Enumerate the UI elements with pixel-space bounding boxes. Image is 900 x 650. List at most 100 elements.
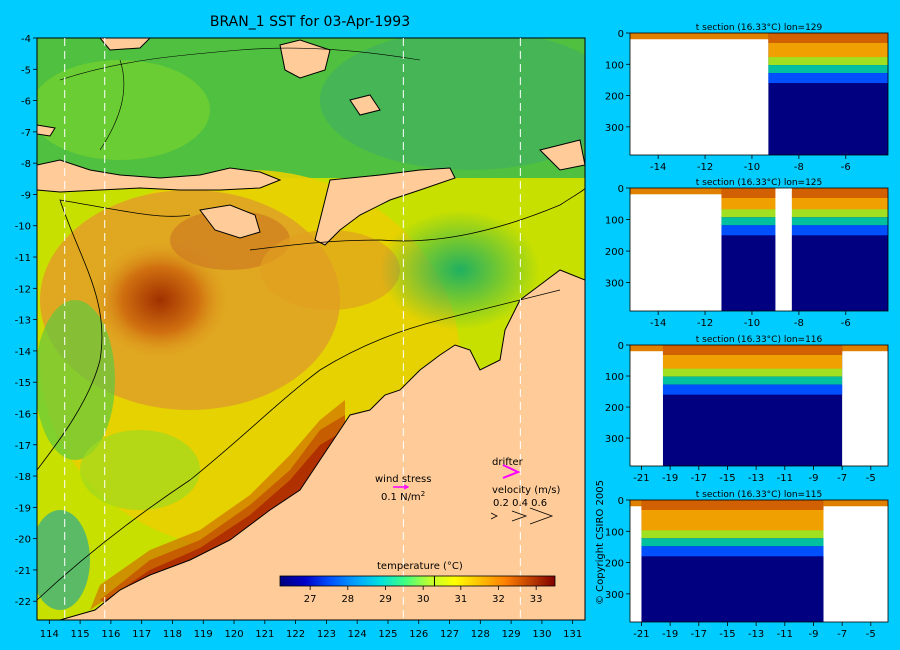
section-x-tick-label: -13 (748, 629, 764, 640)
section-thermocline-mid (662, 376, 843, 385)
velocity-arrow-medium-icon (511, 510, 528, 522)
section-thermocline-mid (641, 538, 824, 547)
map-x-tick-label: 121 (255, 629, 274, 640)
map-y-tick-label: -16 (15, 409, 31, 420)
section-surface-layer (630, 188, 888, 195)
colorbar-tick-label: 27 (304, 594, 317, 605)
colorbar-label: temperature (°C) (377, 561, 463, 572)
depth-section-1: t section (16.33°C) lon=129 -14 -12 -10 -8 -6… (605, 23, 889, 173)
map-x-tick-label: 128 (471, 629, 490, 640)
wind-arrowhead-icon (403, 484, 410, 490)
velocity-label: velocity (m/s) (492, 485, 560, 496)
section-thermocline-lower (662, 384, 843, 395)
section-thermocline-upper (721, 209, 888, 218)
section-x-tick-label: -5 (866, 629, 876, 640)
section-x-tick-label: -7 (837, 629, 847, 640)
section-title: t section (16.33°C) lon=115 (696, 490, 823, 500)
section-x-tick-label: -12 (697, 318, 713, 329)
section-x-tick-label: -13 (748, 473, 764, 484)
section-land (630, 188, 888, 311)
map-x-tick-label: 131 (563, 629, 582, 640)
section-deep-water (641, 500, 824, 622)
section-x-tick-label: -10 (744, 318, 760, 329)
wind-scale-label: 0.1 N/m2 (381, 490, 425, 503)
section-y-tick-label: 300 (605, 434, 624, 445)
section-land (630, 345, 888, 466)
section-warm-layer (641, 500, 824, 533)
section-x-tick-label: -9 (808, 629, 818, 640)
section-y-tick-label: 200 (605, 92, 624, 103)
section-x-tick-label: -9 (808, 473, 818, 484)
section-thermocline-mid (768, 65, 888, 74)
section-gap (775, 188, 792, 311)
section-y-tick-label: 300 (605, 590, 624, 601)
map-y-tick-label: -20 (15, 535, 31, 546)
colorbar-tick-label: 28 (341, 594, 354, 605)
section-x-tick-label: -19 (662, 629, 678, 640)
section-x-tick-label: -6 (841, 162, 851, 173)
section-x-tick-label: -15 (719, 473, 735, 484)
map-x-tick-label: 116 (101, 629, 120, 640)
map-y-tick-label: -14 (15, 347, 31, 358)
section-y-tick-label: 0 (618, 496, 624, 507)
section-x-tick-label: -6 (841, 318, 851, 329)
section-x-tick-label: -7 (837, 473, 847, 484)
colorbar-tick-label: 29 (379, 594, 392, 605)
map-y-tick-label: -19 (15, 503, 31, 514)
map-y-tick-label: -22 (15, 597, 31, 608)
map-y-tick-label: -7 (21, 128, 31, 139)
section-y-tick-label: 100 (605, 372, 624, 383)
velocity-arrow-small-icon (490, 512, 498, 520)
section-x-tick-label: -21 (633, 473, 649, 484)
section-x-tick-label: -14 (650, 162, 666, 173)
drifter-icon (502, 464, 521, 479)
section-thermocline-upper (768, 57, 888, 66)
section-x-tick-label: -8 (794, 318, 804, 329)
map-y-axis: -4 -5 -6 -7 -8 -9 -10 -11 -12 -13 -14 -15 -16 -17 -18 -… (15, 34, 37, 608)
section-y-tick-label: 200 (605, 559, 624, 570)
section-warm-layer (662, 345, 843, 371)
map-x-tick-label: 117 (132, 629, 151, 640)
section-title: t section (16.33°C) lon=129 (696, 23, 823, 33)
section-thermocline-mid (721, 217, 888, 226)
section-thermocline-upper (662, 368, 843, 377)
depth-section-2: t section (16.33°C) lon=125 -14 -12 -10 -8 -6… (605, 178, 889, 329)
map-y-tick-label: -13 (15, 316, 31, 327)
map-y-tick-label: -8 (21, 159, 31, 170)
section-lines (64, 38, 521, 620)
section-warm-layer (721, 188, 888, 212)
map-y-tick-label: -11 (15, 253, 31, 264)
section-warm-layer (768, 33, 888, 60)
section-y-tick-label: 0 (618, 29, 624, 40)
map-y-tick-label: -4 (21, 34, 31, 45)
section-x-tick-label: -11 (777, 629, 793, 640)
section-x-tick-label: -10 (744, 162, 760, 173)
map-y-tick-label: -21 (15, 566, 31, 577)
section-x-tick-label: -15 (719, 629, 735, 640)
map-x-tick-label: 119 (194, 629, 213, 640)
colorbar-tick-label: 32 (492, 594, 505, 605)
section-x-tick-label: -17 (691, 473, 707, 484)
section-surface-hot (662, 345, 843, 355)
depth-section-3: t section (16.33°C) lon=116 -21 -19 -17 -15 -… (605, 335, 889, 484)
section-y-tick-label: 0 (618, 184, 624, 195)
section-x-tick-label: -8 (794, 162, 804, 173)
section-y-tick-label: 100 (605, 216, 624, 227)
map-legend: wind stress 0.1 N/m2 drifter velocity (m… (375, 457, 560, 525)
section-surface-hot (641, 500, 824, 510)
map-x-tick-label: 118 (163, 629, 182, 640)
section-land (630, 33, 888, 155)
map-x-tick-label: 114 (40, 629, 59, 640)
map-x-tick-label: 115 (71, 629, 90, 640)
map-y-tick-label: -17 (15, 441, 31, 452)
section-deep-water (662, 345, 843, 466)
depth-section-4: t section (16.33°C) lon=115 -21 -19 -17 -15 -… (605, 490, 889, 640)
section-thermocline-lower (768, 73, 888, 84)
colorbar-tick-label: 33 (530, 594, 543, 605)
map-y-tick-label: -9 (21, 190, 31, 201)
section-x-tick-label: -12 (697, 162, 713, 173)
section-y-tick-label: 200 (605, 403, 624, 414)
section-y-tick-label: 100 (605, 527, 624, 538)
map-y-tick-label: -5 (21, 65, 31, 76)
map-x-tick-label: 129 (502, 629, 521, 640)
